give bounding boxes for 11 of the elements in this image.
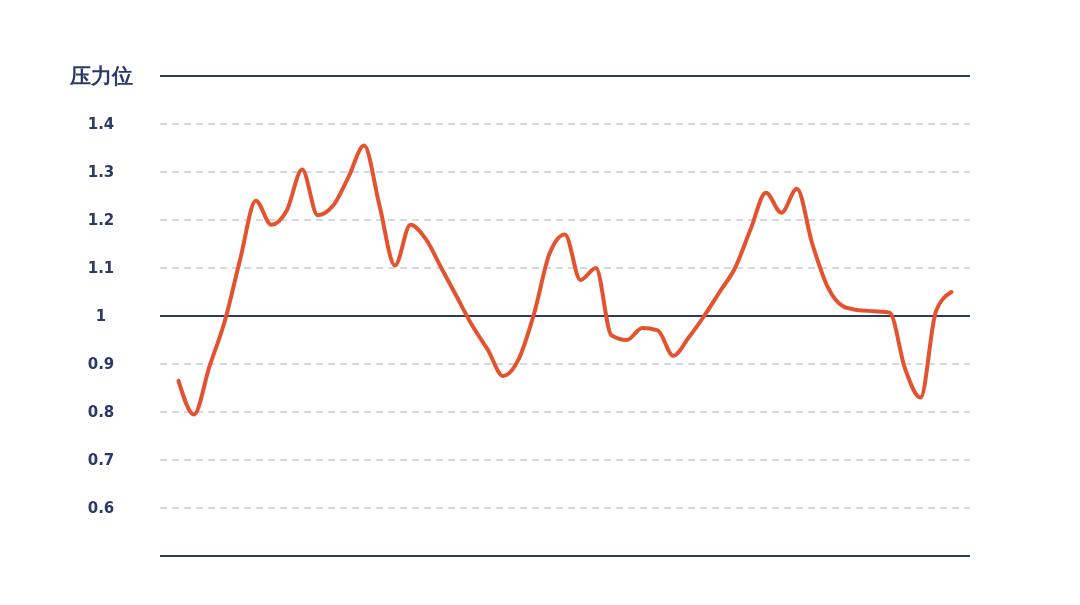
y-tick-label: 0.9: [87, 355, 115, 374]
y-tick-label: 1: [95, 307, 107, 326]
y-tick-label: 1.3: [87, 163, 115, 182]
y-tick-label: 0.6: [87, 499, 115, 518]
y-tick-label: 0.8: [87, 403, 115, 422]
y-tick-label: 1.2: [87, 211, 115, 230]
y-tick-label: 1.4: [87, 115, 115, 134]
line-series: [176, 143, 954, 417]
y-tick-label: 0.7: [87, 451, 115, 470]
y-tick-label: 1.1: [87, 259, 115, 278]
y-axis-title: 压力位: [68, 64, 133, 89]
